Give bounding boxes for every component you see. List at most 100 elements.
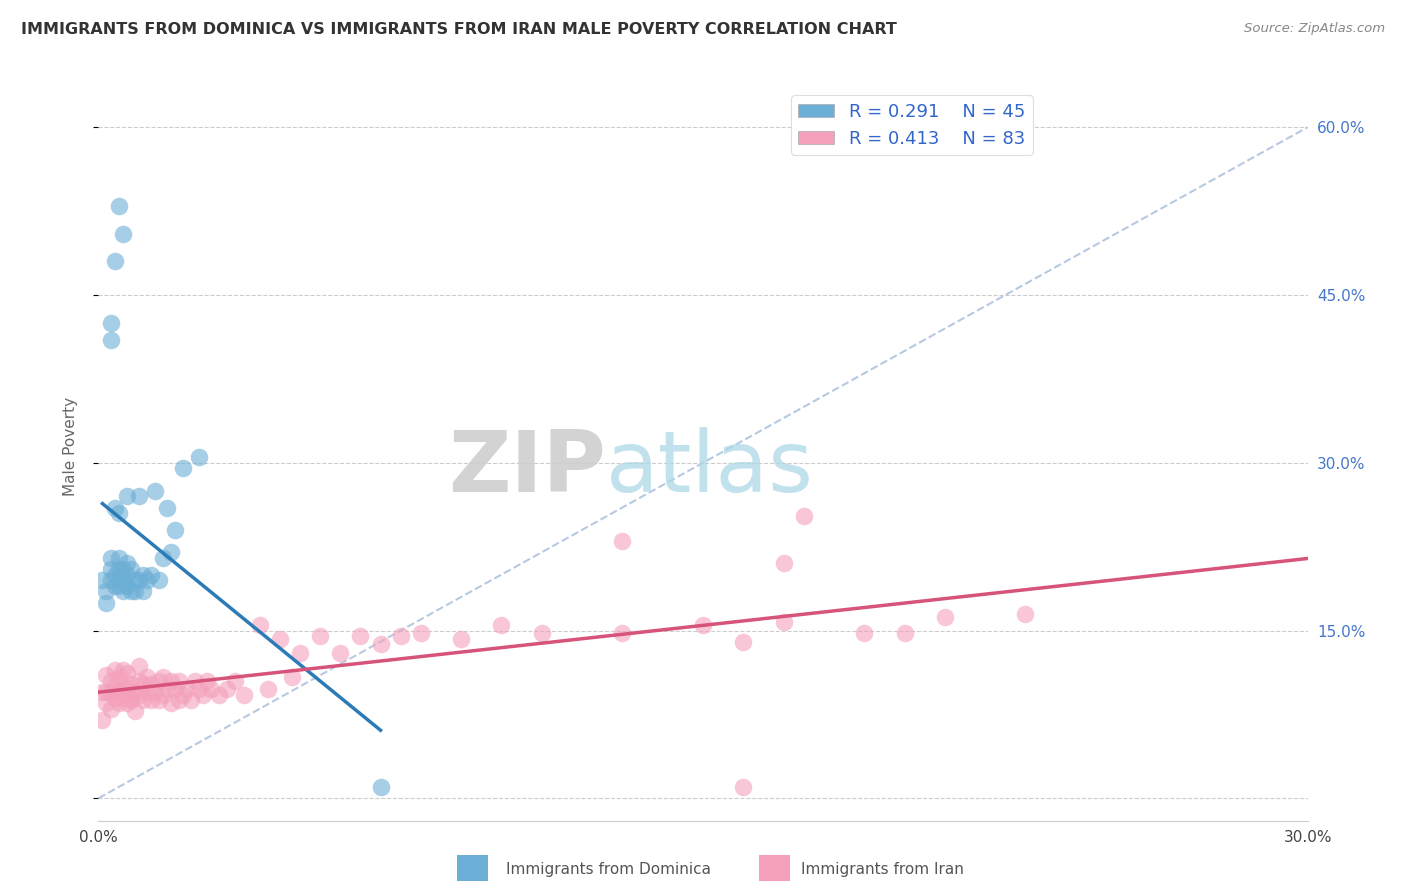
- Point: [135, 573, 157, 587]
- Point: [208, 689, 231, 703]
- Point: [103, 567, 125, 582]
- Text: Source: ZipAtlas.com: Source: ZipAtlas.com: [1244, 22, 1385, 36]
- Point: [107, 506, 129, 520]
- Point: [152, 671, 174, 685]
- Point: [612, 534, 634, 549]
- Point: [200, 681, 222, 696]
- Point: [124, 584, 146, 599]
- Point: [135, 671, 157, 685]
- Point: [370, 780, 392, 794]
- Point: [128, 689, 150, 703]
- Point: [107, 573, 129, 587]
- Point: [269, 632, 291, 647]
- Legend: R = 0.291    N = 45, R = 0.413    N = 83: R = 0.291 N = 45, R = 0.413 N = 83: [792, 95, 1032, 155]
- Point: [132, 567, 155, 582]
- Point: [152, 550, 174, 565]
- Point: [188, 681, 211, 696]
- Point: [256, 681, 278, 696]
- Point: [91, 685, 114, 699]
- Point: [733, 634, 755, 648]
- Point: [132, 677, 155, 691]
- Point: [100, 333, 122, 347]
- Point: [612, 625, 634, 640]
- Point: [107, 550, 129, 565]
- Point: [96, 685, 118, 699]
- Point: [100, 673, 122, 688]
- Y-axis label: Male Poverty: Male Poverty: [63, 396, 77, 496]
- Text: ZIP: ZIP: [449, 427, 606, 510]
- Point: [96, 668, 118, 682]
- Point: [224, 673, 246, 688]
- Point: [111, 663, 134, 677]
- Point: [309, 629, 332, 643]
- Point: [115, 489, 138, 503]
- Point: [772, 557, 794, 571]
- Point: [100, 562, 122, 576]
- Text: Immigrants from Iran: Immigrants from Iran: [801, 863, 965, 877]
- Point: [143, 685, 166, 699]
- Point: [1014, 607, 1036, 621]
- Point: [107, 198, 129, 212]
- Point: [148, 673, 170, 688]
- Point: [96, 584, 118, 599]
- Point: [167, 693, 190, 707]
- Text: Immigrants from Dominica: Immigrants from Dominica: [506, 863, 711, 877]
- Point: [692, 618, 714, 632]
- Point: [172, 689, 194, 703]
- Point: [180, 693, 202, 707]
- Point: [450, 632, 472, 647]
- Point: [115, 666, 138, 681]
- Point: [288, 646, 311, 660]
- Point: [160, 545, 183, 559]
- Point: [135, 685, 157, 699]
- Point: [934, 610, 956, 624]
- Point: [111, 690, 134, 705]
- Point: [195, 673, 218, 688]
- Point: [115, 567, 138, 582]
- Point: [772, 615, 794, 629]
- Point: [107, 696, 129, 710]
- Point: [217, 681, 239, 696]
- Point: [128, 573, 150, 587]
- Point: [124, 573, 146, 587]
- Point: [115, 579, 138, 593]
- Point: [128, 673, 150, 688]
- Point: [176, 681, 198, 696]
- Point: [167, 673, 190, 688]
- Point: [124, 704, 146, 718]
- Point: [188, 450, 211, 465]
- Text: atlas: atlas: [606, 427, 814, 510]
- Point: [132, 584, 155, 599]
- Point: [120, 677, 142, 691]
- Point: [103, 680, 125, 694]
- Point: [160, 673, 183, 688]
- Point: [100, 316, 122, 330]
- Point: [91, 713, 114, 727]
- Point: [100, 685, 122, 699]
- Point: [100, 550, 122, 565]
- Point: [115, 681, 138, 696]
- Point: [370, 637, 392, 651]
- Point: [124, 685, 146, 699]
- Point: [148, 693, 170, 707]
- Point: [96, 596, 118, 610]
- Point: [409, 625, 432, 640]
- Point: [120, 690, 142, 705]
- Point: [156, 681, 179, 696]
- Point: [281, 671, 304, 685]
- Point: [103, 663, 125, 677]
- Point: [156, 500, 179, 515]
- Point: [111, 562, 134, 576]
- Point: [107, 685, 129, 699]
- Point: [249, 618, 271, 632]
- Point: [128, 489, 150, 503]
- Point: [120, 562, 142, 576]
- Point: [184, 673, 207, 688]
- Text: IMMIGRANTS FROM DOMINICA VS IMMIGRANTS FROM IRAN MALE POVERTY CORRELATION CHART: IMMIGRANTS FROM DOMINICA VS IMMIGRANTS F…: [21, 22, 897, 37]
- Point: [733, 780, 755, 794]
- Point: [152, 689, 174, 703]
- Point: [96, 696, 118, 710]
- Point: [115, 557, 138, 571]
- Point: [132, 693, 155, 707]
- Point: [163, 523, 186, 537]
